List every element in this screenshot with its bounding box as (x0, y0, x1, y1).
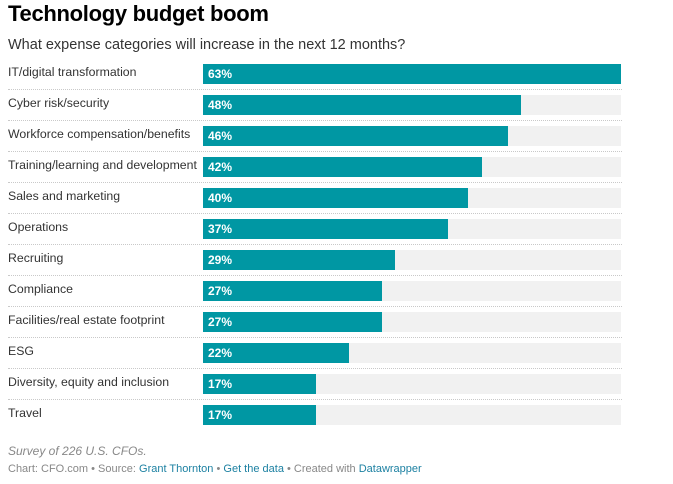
created-with-label: Created with (293, 463, 359, 475)
bar-track: 46% (203, 126, 621, 146)
bar-chart: IT/digital transformation 63% Cyber risk/s… (0, 58, 673, 430)
chart-title: Technology budget boom (8, 1, 269, 26)
bar (203, 281, 382, 301)
row-divider (8, 275, 622, 276)
row-divider (8, 368, 622, 369)
value-label: 63% (208, 67, 233, 81)
bar (203, 405, 316, 425)
bar-row: Workforce compensation/benefits 46% (8, 120, 622, 152)
category-label: Cyber risk/security (8, 96, 110, 110)
value-label: 17% (208, 408, 233, 422)
bar-row: Compliance 27% (8, 275, 622, 307)
category-label: Training/learning and development (8, 158, 197, 172)
bar (203, 312, 382, 332)
value-label: 17% (208, 377, 233, 391)
row-divider (8, 306, 622, 307)
footer-separator: • (213, 463, 224, 475)
chart-notes: Survey of 226 U.S. CFOs. (8, 444, 147, 458)
category-label: Compliance (8, 282, 73, 296)
bar-row: Travel 17% (8, 399, 622, 430)
bar-row: IT/digital transformation 63% (8, 58, 622, 90)
bar-track: 40% (203, 188, 621, 208)
row-divider (8, 120, 622, 121)
bar-track: 17% (203, 374, 621, 394)
category-label: Workforce compensation/benefits (8, 127, 191, 141)
category-label: ESG (8, 344, 34, 358)
bar-row: Cyber risk/security 48% (8, 89, 622, 121)
bar (203, 343, 349, 363)
value-label: 27% (208, 315, 233, 329)
bar-track: 22% (203, 343, 621, 363)
footer-separator: • (283, 463, 294, 475)
value-label: 40% (208, 191, 233, 205)
category-label: Travel (8, 406, 42, 420)
datawrapper-link[interactable]: Datawrapper (358, 463, 422, 475)
bar-track: 27% (203, 281, 621, 301)
bar-track: 48% (203, 95, 621, 115)
value-label: 22% (208, 346, 233, 360)
row-divider (8, 337, 622, 338)
bar (203, 95, 521, 115)
bar-row: Operations 37% (8, 213, 622, 245)
footer-separator: • (88, 463, 99, 475)
chart-footer: Chart: CFO.com • Source: Grant Thornton … (8, 463, 422, 475)
category-label: Facilities/real estate footprint (8, 313, 165, 327)
value-label: 42% (208, 160, 233, 174)
row-divider (8, 213, 622, 214)
category-label: IT/digital transformation (8, 65, 137, 79)
category-label: Recruiting (8, 251, 64, 265)
value-label: 27% (208, 284, 233, 298)
category-label: Sales and marketing (8, 189, 121, 203)
bar-row: ESG 22% (8, 337, 622, 369)
bar (203, 374, 316, 394)
source-link[interactable]: Grant Thornton (139, 463, 214, 475)
value-label: 29% (208, 253, 233, 267)
row-divider (8, 182, 622, 183)
bar-track: 17% (203, 405, 621, 425)
bar-row: Recruiting 29% (8, 244, 622, 276)
bar-track: 29% (203, 250, 621, 270)
row-divider (8, 244, 622, 245)
bar-row: Sales and marketing 40% (8, 182, 622, 214)
category-label: Diversity, equity and inclusion (8, 375, 170, 389)
bar (203, 188, 468, 208)
bar-row: Training/learning and development 42% (8, 151, 622, 183)
chart-credit: Chart: CFO.com (8, 463, 89, 475)
value-label: 48% (208, 98, 233, 112)
bar-track: 42% (203, 157, 621, 177)
bar-row: Diversity, equity and inclusion 17% (8, 368, 622, 400)
value-label: 46% (208, 129, 233, 143)
row-divider (8, 399, 622, 400)
row-divider (8, 89, 622, 90)
bar (203, 157, 482, 177)
category-label: Operations (8, 220, 69, 234)
bar (203, 250, 395, 270)
bar (203, 219, 448, 239)
bar (203, 64, 621, 84)
source-label: Source: (98, 463, 140, 475)
bar-row: Facilities/real estate footprint 27% (8, 306, 622, 338)
row-divider (8, 151, 622, 152)
bar (203, 126, 508, 146)
get-data-link[interactable]: Get the data (223, 463, 284, 475)
bar-track: 27% (203, 312, 621, 332)
bar-track: 63% (203, 64, 621, 84)
bar-track: 37% (203, 219, 621, 239)
chart-subtitle: What expense categories will increase in… (8, 37, 406, 53)
value-label: 37% (208, 222, 233, 236)
